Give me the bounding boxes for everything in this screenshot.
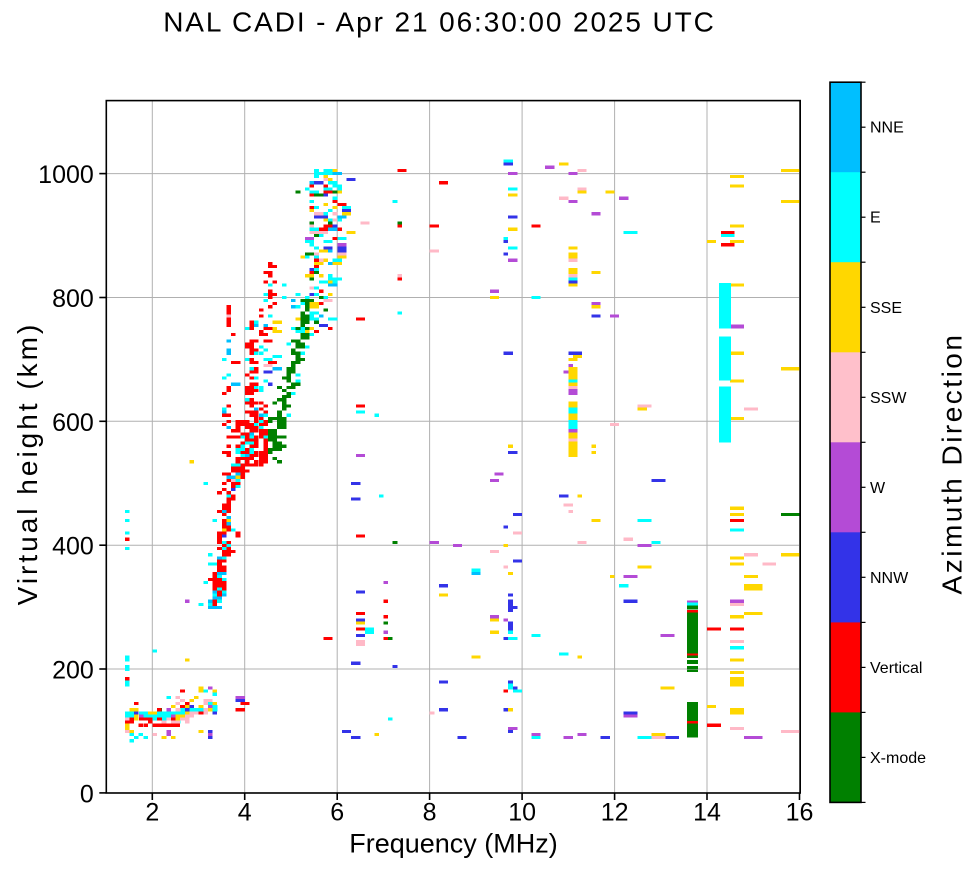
svg-text:SSE: SSE <box>870 300 902 317</box>
svg-text:0: 0 <box>80 780 94 808</box>
svg-text:16: 16 <box>786 799 814 827</box>
svg-text:600: 600 <box>52 409 94 437</box>
svg-text:10: 10 <box>508 799 536 827</box>
svg-text:NNE: NNE <box>870 120 904 137</box>
svg-text:Azimuth Direction: Azimuth Direction <box>937 333 968 595</box>
svg-text:4: 4 <box>238 799 252 827</box>
svg-text:E: E <box>870 210 881 227</box>
svg-text:8: 8 <box>423 799 437 827</box>
svg-text:SSW: SSW <box>870 390 907 407</box>
svg-text:1000: 1000 <box>38 161 94 189</box>
svg-text:W: W <box>870 480 886 497</box>
svg-text:NNW: NNW <box>870 570 909 587</box>
svg-text:NAL CADI - Apr 21 06:30:00 202: NAL CADI - Apr 21 06:30:00 2025 UTC <box>163 7 716 38</box>
svg-text:14: 14 <box>693 799 721 827</box>
svg-text:Frequency (MHz): Frequency (MHz) <box>349 829 558 859</box>
svg-text:800: 800 <box>52 285 94 313</box>
svg-text:X-mode: X-mode <box>870 750 926 767</box>
svg-text:Virtual height (km): Virtual height (km) <box>12 322 43 606</box>
svg-text:6: 6 <box>330 799 344 827</box>
svg-text:400: 400 <box>52 533 94 561</box>
svg-text:2: 2 <box>145 799 159 827</box>
svg-text:Vertical: Vertical <box>870 660 922 677</box>
svg-text:200: 200 <box>52 657 94 685</box>
svg-text:12: 12 <box>601 799 629 827</box>
